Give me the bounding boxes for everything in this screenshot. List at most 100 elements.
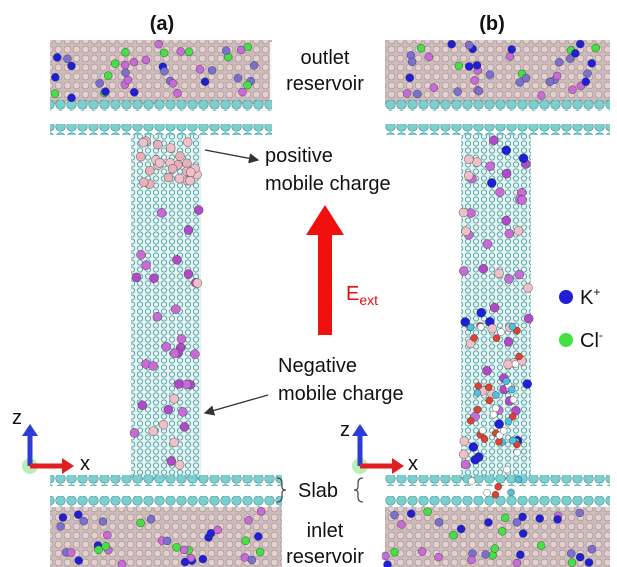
ion [482,366,491,375]
ion [250,61,258,69]
ion [172,255,181,264]
ion [459,450,468,459]
ion [459,267,468,276]
ion [182,159,191,168]
ion [121,61,129,69]
ion [504,360,513,369]
ion [160,67,168,75]
ion [582,78,590,86]
annotation: Negative [278,355,357,377]
annotation: reservoir [286,73,364,95]
ion [245,516,253,524]
ion [111,60,119,68]
legend-charge: + [593,285,600,299]
ion [555,58,563,66]
ion [242,537,250,545]
ion [475,382,482,389]
ion [483,240,492,249]
ion [501,514,509,522]
ion [514,226,523,235]
ion [118,560,126,567]
ion [417,44,425,52]
ion [124,76,132,84]
ion [139,178,148,187]
ion [103,531,111,539]
ion [121,48,129,56]
ion [495,420,504,429]
ion [514,449,521,456]
ion [391,548,399,556]
ion [201,78,209,86]
ion [488,324,497,333]
axis-label: x [80,453,90,475]
ion [459,208,468,217]
ion [479,264,488,273]
ion [492,392,499,399]
ion [469,443,478,452]
ion [214,526,222,534]
ion [495,438,502,445]
ion [519,530,527,538]
ion [173,543,181,551]
ion [435,553,443,561]
ion [585,559,593,567]
ion [406,74,414,82]
legend-label: K+ [580,285,600,309]
ion [180,422,189,431]
ion [142,56,150,64]
ion [461,460,470,469]
x-head [62,458,74,474]
ion [468,556,476,564]
ion [171,305,180,314]
ion [537,542,545,550]
ion [383,561,391,567]
ion [492,405,499,412]
ion [477,324,484,331]
x-head [392,458,404,474]
ion [504,337,513,346]
panel-label: (b) [479,13,505,35]
ion [174,380,183,389]
ion [256,548,264,556]
ion [467,417,474,424]
ion [471,334,478,341]
ion [512,360,519,367]
ion [136,152,145,161]
ion [495,483,502,490]
ion [166,144,175,153]
ion [479,427,486,434]
ion [67,62,75,70]
ion [53,53,61,61]
ion [168,164,177,173]
ion [130,58,138,66]
ion [588,545,596,553]
axis-label: x [408,453,418,475]
ion [184,270,193,279]
axes-a: z x [12,407,90,475]
ion [467,324,474,331]
ion [196,65,204,73]
ion [576,509,584,517]
legend-symbol: K [580,287,594,309]
ion [502,216,511,225]
ion [137,250,146,259]
ion [576,553,584,561]
ion [237,46,245,54]
ion [149,274,158,283]
ion [424,508,432,516]
ion [170,438,179,447]
ion [122,69,130,77]
ion [199,555,207,563]
ion [254,533,262,541]
ion [157,208,166,217]
ion [68,94,76,102]
ion [403,89,411,97]
ion [95,546,103,554]
ion [468,477,475,484]
ion [181,558,189,566]
ion [508,45,516,53]
legend-swatch [559,290,573,304]
z-head [352,424,368,436]
ion [495,269,504,278]
ion [234,74,242,82]
